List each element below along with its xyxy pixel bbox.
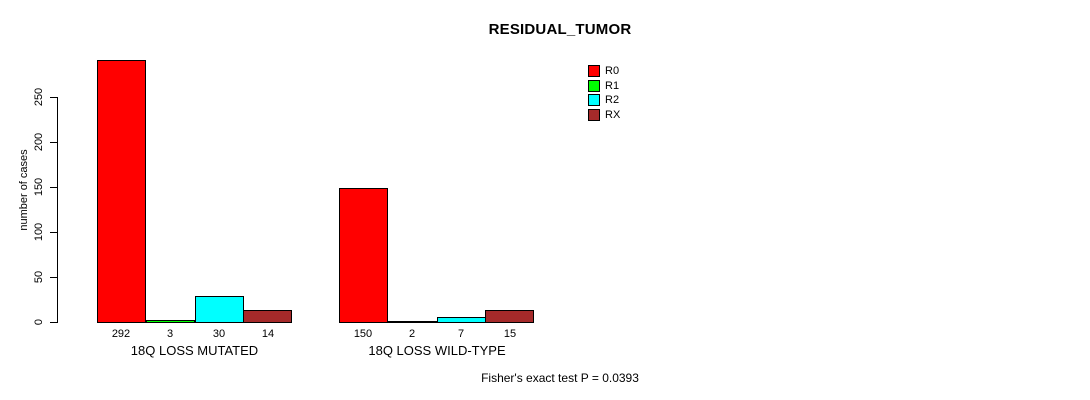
y-tick-label: 200 [33, 132, 45, 152]
bar-value-label: 292 [111, 328, 131, 340]
x-category-label-wildtype: 18Q LOSS WILD-TYPE [368, 343, 506, 358]
legend-swatch-rx [588, 108, 600, 121]
bar-r0-wildtype [339, 188, 388, 323]
bar-r1-wildtype [387, 321, 437, 323]
y-tick-label: 50 [33, 270, 45, 284]
bar-rx-wildtype [485, 309, 535, 323]
legend-swatch-r0 [588, 65, 600, 77]
y-tick-label: 150 [33, 177, 45, 197]
bar-r2-wildtype [436, 316, 486, 323]
y-tick-label: 0 [33, 318, 45, 326]
legend-swatch-r1 [588, 79, 600, 92]
bar-value-label: 7 [457, 328, 465, 340]
bar-r1-mutated [145, 320, 195, 323]
y-tick-label: 100 [33, 222, 45, 242]
y-axis-title: number of cases [18, 149, 30, 231]
bar-value-label: 150 [353, 328, 373, 340]
y-axis-line [57, 97, 58, 323]
legend: R0 R1 R2 RX [588, 65, 620, 121]
legend-label-r2: R2 [605, 94, 620, 106]
legend-label-r0: R0 [605, 65, 620, 77]
legend-label-r1: R1 [605, 79, 620, 92]
y-tick [50, 142, 58, 143]
y-tick [50, 232, 58, 233]
bar-rx-mutated [243, 310, 293, 323]
fisher-test-annotation: Fisher's exact test P = 0.0393 [481, 371, 639, 385]
legend-item-r0: R0 [588, 65, 620, 77]
y-tick [50, 277, 58, 278]
bar-r2-mutated [194, 296, 244, 323]
legend-item-r2: R2 [588, 94, 620, 106]
legend-label-rx: RX [605, 108, 621, 121]
y-tick [50, 97, 58, 98]
bar-r0-mutated [97, 60, 146, 323]
bar-value-label: 2 [408, 328, 416, 340]
y-tick-label: 250 [33, 87, 45, 107]
y-tick [50, 322, 58, 323]
bar-value-label: 15 [503, 328, 517, 340]
legend-swatch-r2 [588, 94, 600, 106]
x-category-label-mutated: 18Q LOSS MUTATED [130, 343, 259, 358]
chart-title: RESIDUAL_TUMOR [488, 21, 632, 38]
legend-item-rx: RX [588, 108, 621, 121]
bar-value-label: 3 [166, 328, 174, 340]
legend-item-r1: R1 [588, 79, 620, 92]
bar-value-label: 30 [212, 328, 226, 340]
y-tick [50, 187, 58, 188]
bar-value-label: 14 [261, 328, 275, 340]
